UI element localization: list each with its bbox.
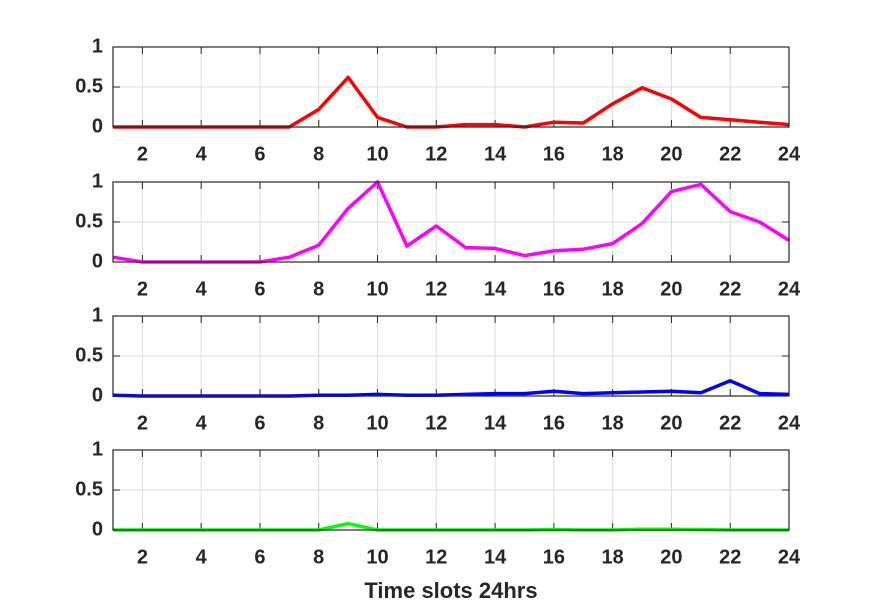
x-tick-label: 6 [254, 412, 265, 434]
x-tick-label: 4 [196, 278, 208, 300]
x-tick-label: 8 [313, 412, 324, 434]
x-tick-label: 20 [660, 278, 682, 300]
x-tick-label: 18 [602, 278, 624, 300]
x-tick-label: 12 [425, 143, 447, 165]
x-tick-label: 12 [425, 412, 447, 434]
x-tick-label: 18 [602, 143, 624, 165]
y-tick-label: 0 [92, 250, 103, 272]
x-tick-label: 20 [660, 412, 682, 434]
x-tick-label: 22 [719, 546, 741, 568]
x-tick-label: 4 [196, 143, 208, 165]
x-tick-label: 4 [196, 546, 208, 568]
x-tick-label: 16 [543, 546, 565, 568]
x-tick-label: 22 [719, 278, 741, 300]
x-tick-label: 16 [543, 278, 565, 300]
x-tick-label: 16 [543, 412, 565, 434]
x-tick-label: 18 [602, 412, 624, 434]
x-tick-label: 10 [366, 143, 388, 165]
x-tick-label: 22 [719, 412, 741, 434]
x-tick-label: 6 [254, 546, 265, 568]
x-tick-label: 12 [425, 278, 447, 300]
x-tick-label: 24 [778, 546, 801, 568]
x-tick-label: 6 [254, 143, 265, 165]
x-tick-label: 14 [484, 412, 507, 434]
y-tick-label: 1 [92, 170, 103, 192]
x-tick-label: 8 [313, 143, 324, 165]
x-tick-label: 2 [137, 278, 148, 300]
y-tick-label: 1 [92, 438, 103, 460]
x-tick-label: 8 [313, 278, 324, 300]
x-tick-label: 14 [484, 143, 507, 165]
y-tick-label: 0.5 [75, 75, 103, 97]
x-tick-label: 14 [484, 278, 507, 300]
x-tick-label: 2 [137, 546, 148, 568]
x-tick-label: 2 [137, 412, 148, 434]
y-tick-label: 0.5 [75, 344, 103, 366]
x-tick-label: 6 [254, 278, 265, 300]
y-tick-label: 0 [92, 384, 103, 406]
y-tick-label: 0.5 [75, 478, 103, 500]
x-tick-label: 14 [484, 546, 507, 568]
x-tick-label: 16 [543, 143, 565, 165]
axes-frame [112, 181, 790, 263]
x-tick-label: 10 [366, 412, 388, 434]
x-tick-label: 20 [660, 143, 682, 165]
x-tick-label: 24 [778, 412, 801, 434]
y-tick-label: 0.5 [75, 210, 103, 232]
x-axis-label: Time slots 24hrs [364, 578, 537, 603]
x-tick-label: 20 [660, 546, 682, 568]
x-tick-label: 8 [313, 546, 324, 568]
axes-frame [112, 315, 790, 397]
x-tick-label: 2 [137, 143, 148, 165]
axes-frame [112, 449, 790, 531]
x-tick-label: 4 [196, 412, 208, 434]
x-tick-label: 12 [425, 546, 447, 568]
x-tick-label: 24 [778, 278, 801, 300]
x-tick-label: 24 [778, 143, 801, 165]
x-tick-label: 10 [366, 278, 388, 300]
y-tick-label: 0 [92, 518, 103, 540]
axes-frame [112, 46, 790, 128]
y-tick-label: 1 [92, 304, 103, 326]
y-tick-label: 1 [92, 35, 103, 57]
x-tick-label: 10 [366, 546, 388, 568]
y-tick-label: 0 [92, 115, 103, 137]
x-tick-label: 18 [602, 546, 624, 568]
x-tick-label: 22 [719, 143, 741, 165]
